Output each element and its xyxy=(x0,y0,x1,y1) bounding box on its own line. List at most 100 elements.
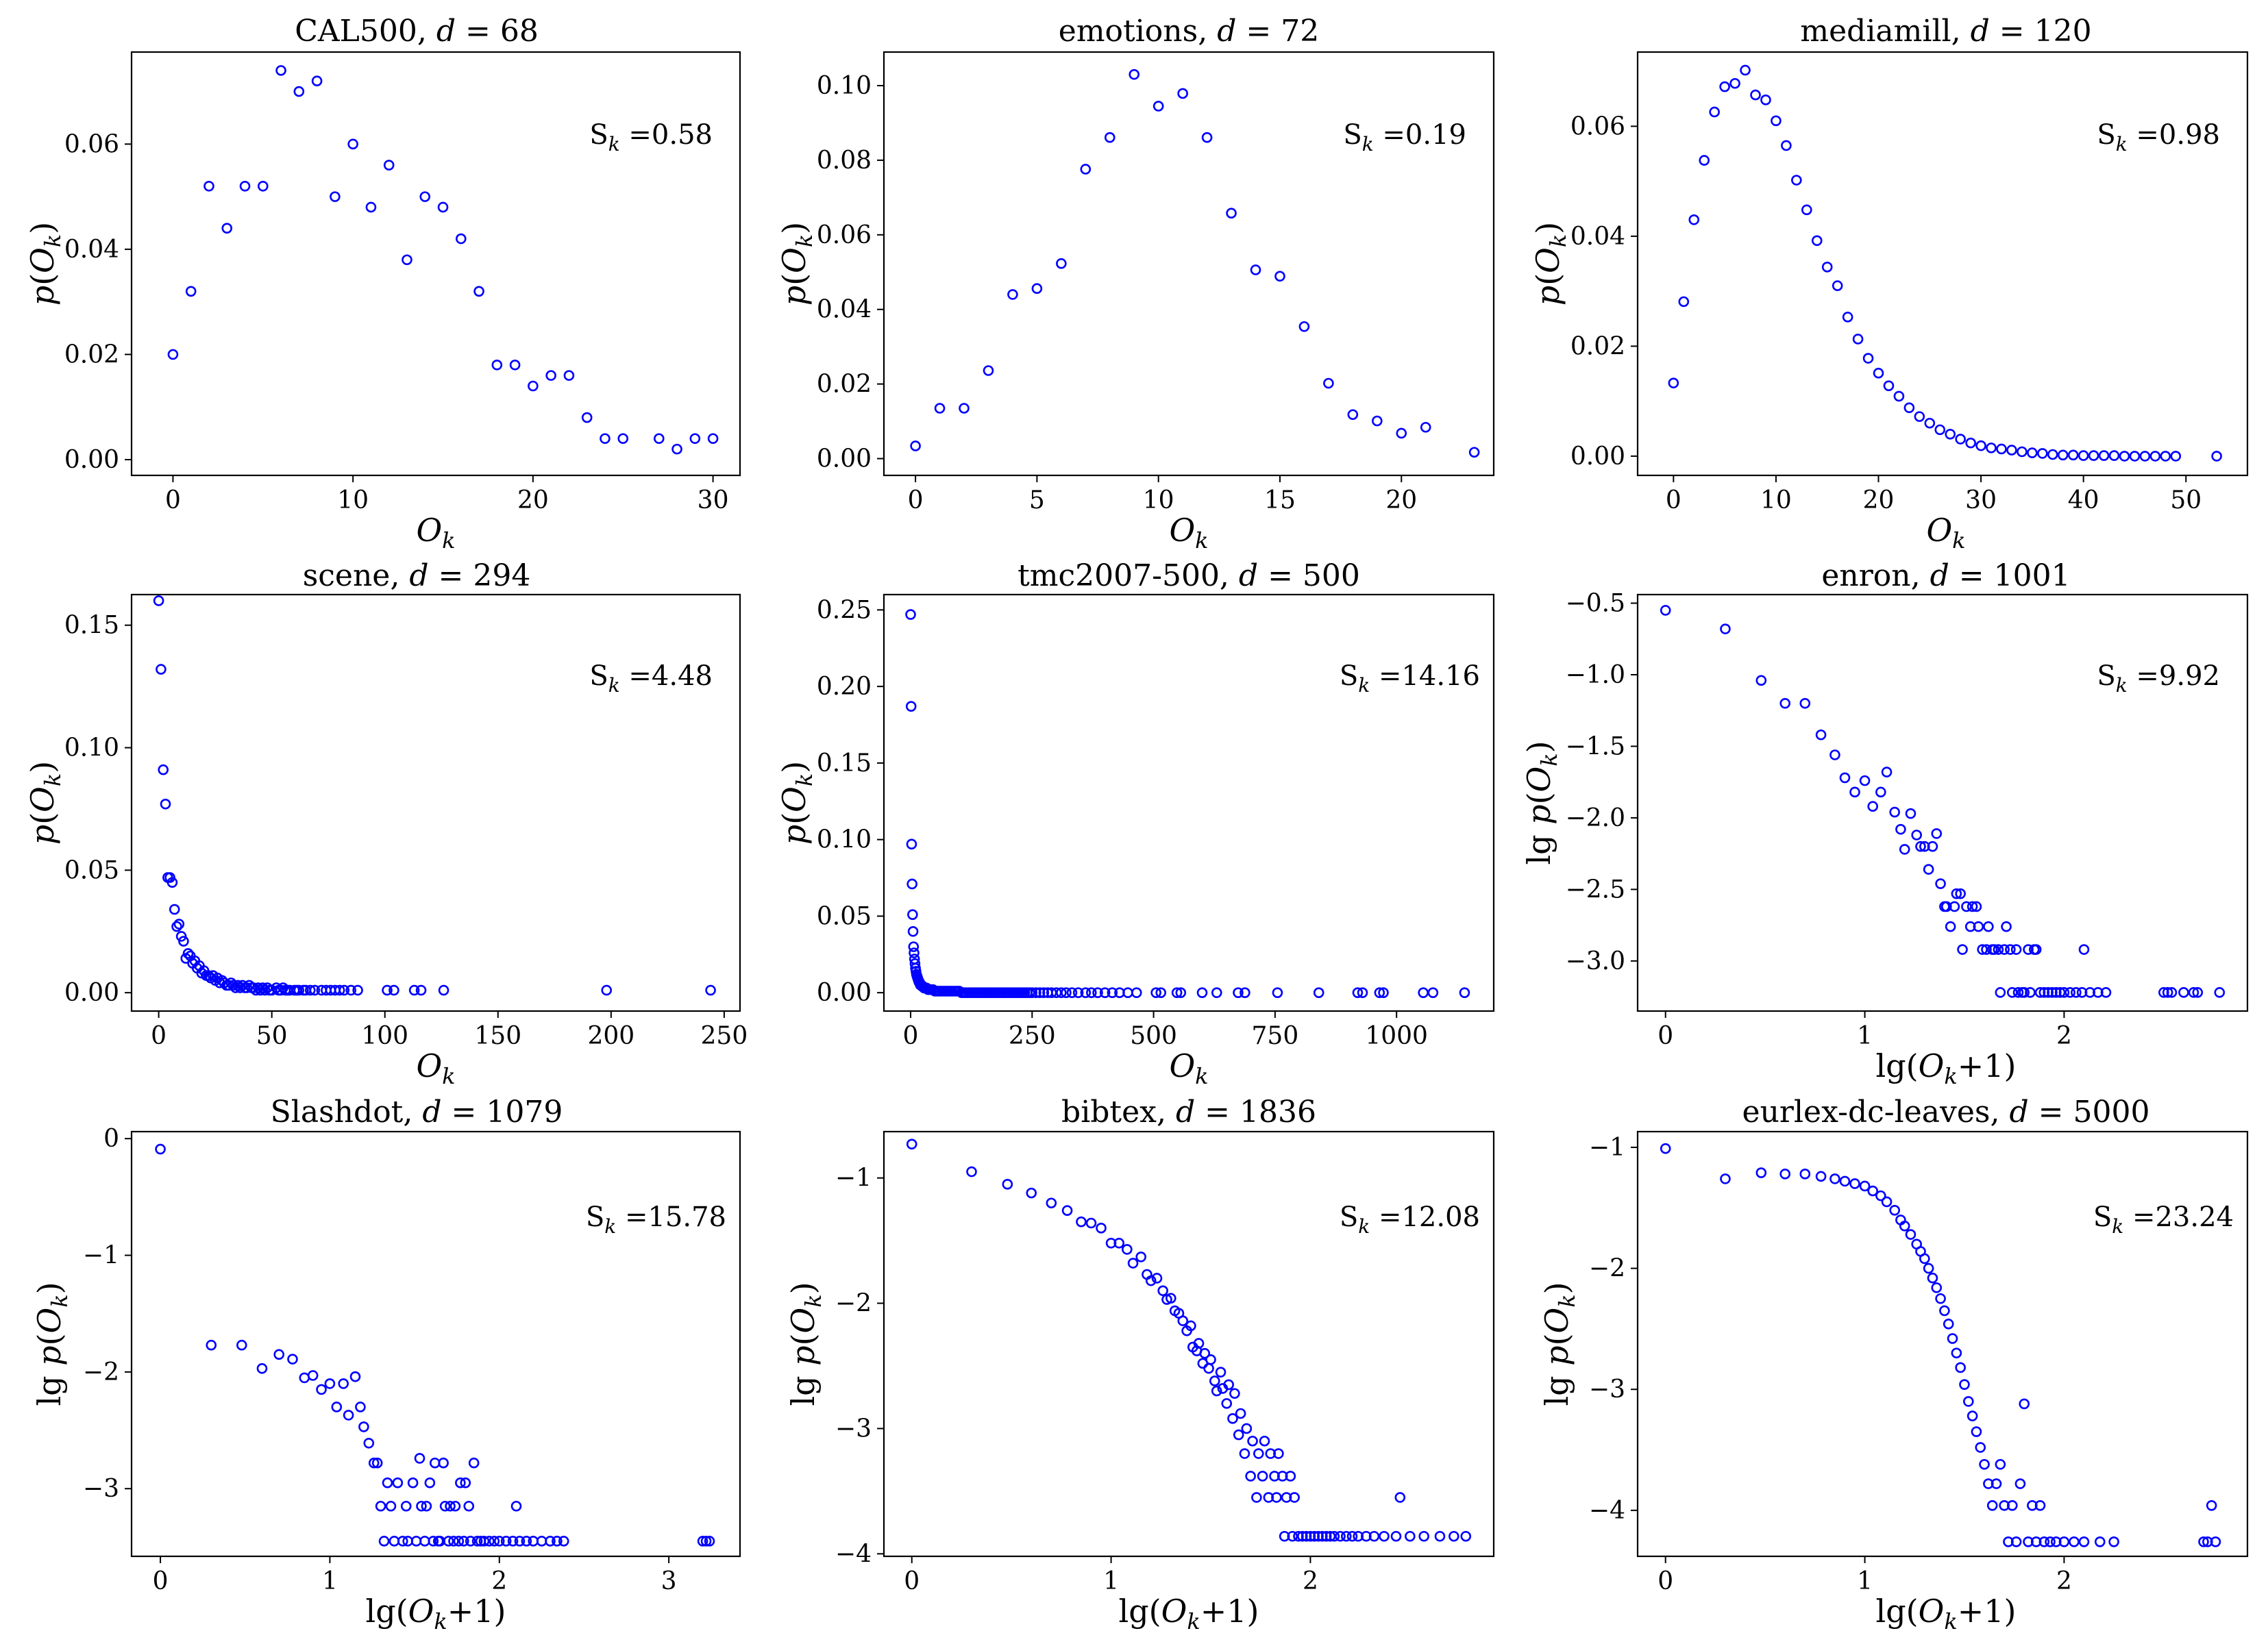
y-tick-label: 0.06 xyxy=(1570,112,1625,140)
data-point xyxy=(2108,450,2120,461)
scatter-points xyxy=(906,1138,1472,1542)
data-point xyxy=(1889,1205,1900,1216)
scatter-points xyxy=(167,65,719,455)
data-point xyxy=(2057,449,2069,461)
data-point xyxy=(338,1378,349,1389)
data-point xyxy=(1971,901,1982,912)
data-point xyxy=(1983,1478,1994,1489)
panel-cal500: CAL500, d = 68 0 10 20 30 0.000.020.040.06 … xyxy=(24,14,741,553)
y-tick-label: −4 xyxy=(1589,1497,1625,1525)
data-point xyxy=(521,1536,532,1547)
data-point xyxy=(1072,987,1084,998)
data-point xyxy=(1915,840,1926,852)
data-point xyxy=(1979,1458,1990,1470)
y-axis: 0.00 0.02 0.04 0.06 0.08 0.10 xyxy=(817,72,884,473)
data-point xyxy=(429,1457,441,1469)
data-point xyxy=(2006,445,2017,456)
data-point xyxy=(438,1457,449,1469)
data-point xyxy=(408,984,420,996)
data-point xyxy=(563,370,575,381)
data-point xyxy=(1668,377,1679,388)
data-point xyxy=(1279,1530,1290,1542)
y-axis: 0.00 0.05 0.10 0.15 xyxy=(64,612,132,1007)
data-point xyxy=(402,254,412,266)
data-point xyxy=(1233,1429,1244,1441)
data-point xyxy=(400,1500,412,1512)
data-point xyxy=(1085,1217,1097,1229)
data-point xyxy=(2158,987,2169,998)
y-tick-label: −2 xyxy=(83,1358,119,1386)
data-point xyxy=(2023,1536,2034,1547)
data-point xyxy=(493,1536,505,1547)
data-point xyxy=(2078,944,2090,955)
data-point xyxy=(1895,823,1906,835)
data-point xyxy=(983,365,994,376)
data-point xyxy=(1729,77,1740,89)
data-point xyxy=(1241,1423,1253,1434)
x-tick-label: 2 xyxy=(1303,1567,1318,1595)
data-point xyxy=(1092,987,1103,998)
data-point xyxy=(1031,987,1041,998)
y-tick-label: 0.06 xyxy=(817,221,872,249)
data-point xyxy=(349,1371,361,1382)
data-point xyxy=(167,349,179,360)
data-point xyxy=(1791,175,1802,186)
y-tick-label: 0.00 xyxy=(64,446,119,474)
data-point xyxy=(1905,808,1916,819)
data-point xyxy=(2030,1536,2042,1547)
data-point xyxy=(2064,987,2075,998)
data-point xyxy=(2037,448,2048,459)
y-tick-label: −3 xyxy=(83,1475,119,1503)
data-point xyxy=(1026,987,1038,998)
data-point xyxy=(617,433,629,445)
y-axis: −3.0 −2.5 −2.0 −1.5 −1.0 −0.5 xyxy=(1566,590,1638,975)
data-point xyxy=(2078,1536,2090,1547)
data-point xyxy=(1849,786,1860,798)
data-point xyxy=(1963,1396,1974,1407)
panel-title: Slashdot, d = 1079 xyxy=(271,1095,563,1130)
data-point xyxy=(1941,901,1952,912)
x-tick-label: 10 xyxy=(337,486,369,514)
data-point xyxy=(1781,140,1792,151)
data-point xyxy=(1881,1196,1893,1208)
data-point xyxy=(2108,1536,2119,1547)
data-point xyxy=(1257,1471,1268,1482)
y-axis-label: lg p(Ok) xyxy=(1538,1282,1580,1406)
data-point xyxy=(1977,944,1988,955)
data-point xyxy=(1171,987,1183,998)
data-point xyxy=(1215,1367,1227,1378)
panel-title: eurlex-dc-leaves, d = 5000 xyxy=(1742,1095,2150,1130)
y-tick-label: 0.15 xyxy=(817,749,872,777)
data-point xyxy=(601,984,613,996)
data-point xyxy=(299,1372,310,1384)
data-point xyxy=(1368,1530,1380,1542)
y-axis: 0.00 0.05 0.10 0.15 0.20 0.25 xyxy=(817,596,884,1007)
data-point xyxy=(1943,1319,1954,1330)
data-point xyxy=(2078,450,2089,461)
scatter-points xyxy=(905,609,1470,998)
data-point xyxy=(2017,446,2027,458)
plot-frame xyxy=(1636,51,2249,477)
data-point xyxy=(1157,1285,1168,1297)
data-point xyxy=(1061,987,1072,998)
y-axis-label: lg p(Ok) xyxy=(785,1282,826,1406)
data-point xyxy=(1193,1338,1205,1349)
data-point xyxy=(347,138,358,150)
data-point xyxy=(705,984,716,996)
data-point xyxy=(437,201,449,213)
data-point xyxy=(2206,1500,2217,1511)
data-point xyxy=(383,160,395,171)
x-tick-label: 50 xyxy=(256,1022,288,1050)
y-tick-label: 0.00 xyxy=(1570,443,1625,471)
data-point xyxy=(1811,235,1823,247)
data-point xyxy=(465,1536,476,1547)
x-tick-label: 0 xyxy=(165,486,181,514)
data-point xyxy=(171,921,182,932)
x-axis-label: lg(Ok+1) xyxy=(1876,1047,2017,1089)
y-tick-label: 0.02 xyxy=(1570,332,1625,360)
data-point xyxy=(2045,1536,2056,1547)
data-point xyxy=(1287,1530,1298,1542)
x-axis: 0 1 2 xyxy=(1657,1556,2072,1595)
y-tick-label: 0.04 xyxy=(817,296,872,324)
data-point xyxy=(1719,81,1730,92)
